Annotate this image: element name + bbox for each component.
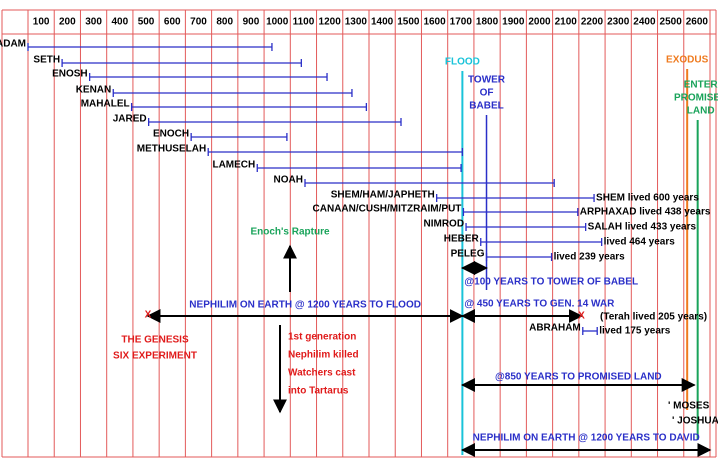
event-label: ENTER: [684, 80, 718, 91]
x-tick-label: 1200: [319, 17, 342, 28]
lifespan-name: SETH: [33, 55, 60, 66]
x-tick-label: 1100: [293, 17, 315, 28]
x-tick-label: 800: [216, 17, 233, 28]
lifespan-name: PELEG: [451, 249, 485, 260]
span-label: @850 YEARS TO PROMISED LAND: [495, 372, 662, 383]
x-tick-label: 2100: [555, 17, 578, 28]
lifespan-name: MAHALEL: [81, 99, 130, 110]
x-tick-label: 1900: [502, 17, 525, 28]
joshua-label: ' JOSHUA: [672, 416, 718, 427]
x-tick-label: 1600: [423, 17, 446, 28]
lifespan-name: ENOCH: [153, 129, 189, 140]
nephilim-label: into Tartarus: [288, 386, 349, 397]
lifespan-name: JARED: [113, 114, 147, 125]
span-label: @100 YEARS TO TOWER OF BABEL: [464, 277, 638, 288]
nephilim-label: Watchers cast: [288, 368, 356, 379]
event-label: TOWER: [468, 75, 506, 86]
lifespan-note: lived 175 years: [599, 326, 671, 337]
lifespan-note: SALAH lived 433 years: [588, 222, 697, 233]
lifespan-name: SHEM/HAM/JAPHETH: [331, 190, 435, 201]
nephilim-label: Nephilim killed: [288, 350, 359, 361]
x-tick-label: 2300: [607, 17, 630, 28]
lifespan-name: HEBER: [444, 234, 480, 245]
x-mark: X: [145, 310, 152, 321]
span-label: NEPHILIM ON EARTH @ 1200 YEARS TO DAVID: [473, 433, 700, 444]
lifespan-note: lived 464 years: [604, 237, 676, 248]
lifespan-note: SHEM lived 600 years: [596, 193, 699, 204]
event-label: LAND: [687, 106, 715, 117]
genesis-label: SIX EXPERIMENT: [113, 351, 197, 362]
lifespan-name: LAMECH: [212, 160, 255, 171]
lifespan-name: ENOSH: [52, 69, 88, 80]
x-tick-label: 1700: [450, 17, 473, 28]
x-tick-label: 1300: [345, 17, 368, 28]
event-label: EXODUS: [666, 55, 709, 66]
x-tick-label: 900: [243, 17, 260, 28]
rapture-label: Enoch's Rapture: [250, 227, 329, 238]
terah-note: (Terah lived 205 years): [600, 312, 707, 323]
moses-label: ' MOSES: [668, 401, 710, 412]
x-tick-label: 2200: [581, 17, 604, 28]
nephilim-label: 1st generation: [288, 332, 356, 343]
x-tick-label: 200: [59, 17, 76, 28]
x-mark: X: [578, 311, 585, 322]
event-label: FLOOD: [445, 57, 480, 68]
lifespan-name: NOAH: [274, 175, 303, 186]
x-tick-label: 1500: [397, 17, 420, 28]
lifespan-name: METHUSELAH: [137, 144, 206, 155]
x-tick-label: 600: [164, 17, 181, 28]
span-label: NEPHILIM ON EARTH @ 1200 YEARS TO FLOOD: [189, 300, 421, 311]
x-tick-label: 700: [190, 17, 207, 28]
span-label: @ 450 YEARS TO GEN. 14 WAR: [464, 299, 615, 310]
event-label: PROMISED: [674, 93, 718, 104]
x-tick-label: 2400: [633, 17, 656, 28]
x-tick-label: 100: [33, 17, 50, 28]
x-tick-label: 1800: [476, 17, 499, 28]
x-tick-label: 1400: [371, 17, 394, 28]
x-tick-label: 400: [111, 17, 128, 28]
event-label: OF: [480, 88, 494, 99]
lifespan-name: ABRAHAM: [529, 323, 581, 334]
x-tick-label: 2000: [528, 17, 551, 28]
lifespan-name: KENAN: [76, 85, 112, 96]
x-tick-label: 2500: [660, 17, 683, 28]
x-tick-label: 1000: [266, 17, 289, 28]
lifespan-name: ADAM: [0, 39, 26, 50]
genesis-label: THE GENESIS: [121, 335, 189, 346]
x-tick-label: 500: [138, 17, 155, 28]
lifespan-note: lived 239 years: [554, 252, 626, 263]
event-label: BABEL: [469, 101, 503, 112]
lifespan-name: CANAAN/CUSH/MITZRAIM/PUT: [313, 204, 462, 215]
x-tick-label: 300: [85, 17, 102, 28]
x-tick-label: 2600: [686, 17, 709, 28]
lifespan-name: NIMROD: [423, 219, 464, 230]
lifespan-note: ARPHAXAD lived 438 years: [580, 207, 711, 218]
